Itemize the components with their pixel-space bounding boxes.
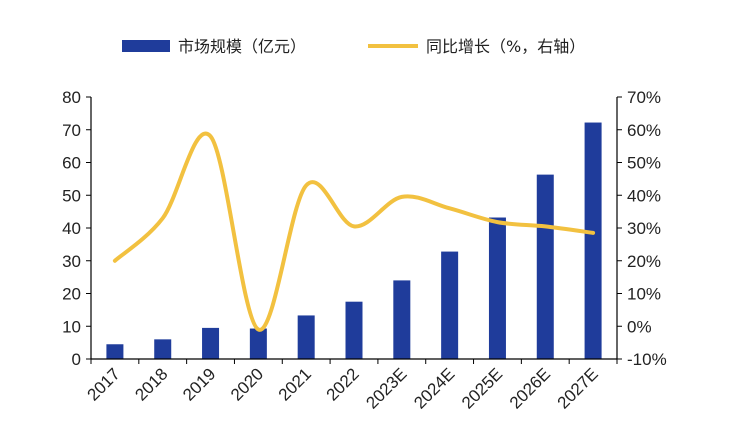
left-tick-label: 50: [62, 186, 81, 205]
right-tick-label: 60%: [627, 121, 661, 140]
bar-2022: [345, 301, 363, 359]
right-tick-label: 50%: [627, 154, 661, 173]
right-tick-label: 0%: [627, 317, 652, 336]
bar-2027E: [584, 122, 602, 359]
right-tick-label: 20%: [627, 252, 661, 271]
x-axis-ticks: 2017 2018 2019 2020 2021 2022 2023E 2024E 2025E 2…: [84, 359, 618, 413]
x-tick-label: 2020: [227, 364, 267, 404]
bar-2023E: [393, 280, 411, 359]
legend-line-label: 同比增长（%，右轴）: [426, 37, 585, 56]
x-tick-label: 2025E: [458, 364, 506, 412]
right-tick-label: 40%: [627, 186, 661, 205]
legend-bar-swatch: [122, 40, 170, 52]
bar-2020: [249, 328, 267, 359]
x-tick-label: 2022: [323, 364, 363, 404]
bar-2021: [297, 315, 315, 359]
left-tick-label: 30: [62, 252, 81, 271]
left-tick-label: 40: [62, 219, 81, 238]
right-axis-ticks: -10% 0% 10% 20% 30% 40% 50% 60% 70%: [617, 88, 667, 369]
x-tick-label: 2027E: [554, 364, 602, 412]
x-tick-label: 2021: [275, 364, 315, 404]
bar-2025E: [488, 217, 506, 359]
x-tick-label: 2018: [131, 364, 171, 404]
right-tick-label: 10%: [627, 285, 661, 304]
left-tick-label: 80: [62, 88, 81, 107]
bar-2026E: [536, 174, 554, 359]
legend: 市场规模（亿元） 同比增长（%，右轴）: [122, 37, 585, 56]
right-tick-label: -10%: [627, 350, 667, 369]
bar-2024E: [441, 251, 459, 359]
left-tick-label: 10: [62, 317, 81, 336]
x-tick-label: 2026E: [506, 364, 554, 412]
right-tick-label: 30%: [627, 219, 661, 238]
bar-2017: [106, 344, 124, 359]
bar-series: [106, 122, 602, 359]
x-tick-label: 2017: [84, 364, 124, 404]
x-tick-label: 2023E: [362, 364, 410, 412]
left-tick-label: 0: [72, 350, 81, 369]
x-tick-label: 2024E: [410, 364, 458, 412]
growth-line: [112, 131, 596, 332]
left-axis-ticks: 0 10 20 30 40 50 60 70 80: [62, 88, 91, 369]
legend-bar-label: 市场规模（亿元）: [178, 37, 306, 56]
left-tick-label: 20: [62, 285, 81, 304]
bar-2019: [202, 327, 220, 359]
x-tick-label: 2019: [179, 364, 219, 404]
left-tick-label: 60: [62, 154, 81, 173]
bar-2018: [154, 339, 172, 359]
right-tick-label: 70%: [627, 88, 661, 107]
left-tick-label: 70: [62, 121, 81, 140]
line-series: [112, 131, 596, 332]
